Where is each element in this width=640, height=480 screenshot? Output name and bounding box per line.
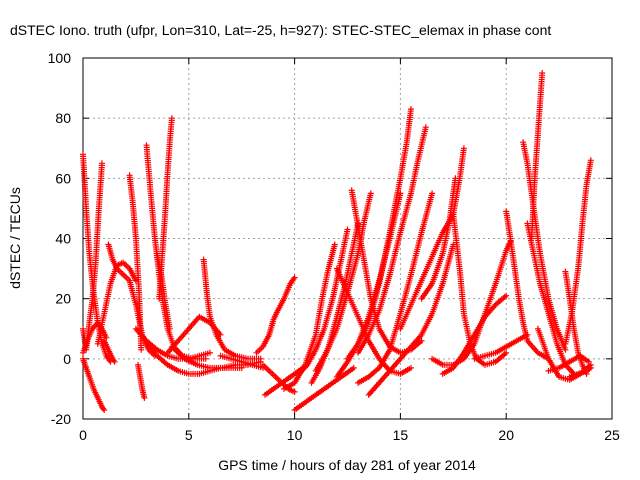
data-point-markers <box>397 145 467 332</box>
y-tick-label: -20 <box>51 411 71 427</box>
data-point-markers <box>126 172 145 353</box>
series-37 <box>439 292 510 377</box>
data-point-markers <box>217 352 266 371</box>
y-tick-label: 0 <box>63 351 71 367</box>
series-32 <box>365 241 457 398</box>
data-point-markers <box>80 355 108 413</box>
data-point-markers <box>566 364 594 380</box>
y-tick-label: 40 <box>55 231 71 247</box>
x-tick-label: 0 <box>79 427 87 443</box>
data-point-markers <box>503 208 552 362</box>
series-8 <box>135 361 148 401</box>
data-point-markers <box>562 157 594 347</box>
data-point-markers <box>333 265 414 377</box>
data-point-markers <box>524 220 577 377</box>
x-tick-label: 20 <box>498 427 514 443</box>
series-21 <box>291 364 357 413</box>
data-point-markers <box>418 175 459 302</box>
y-tick-label: 20 <box>55 291 71 307</box>
series-39 <box>503 208 552 362</box>
series-6 <box>101 337 118 365</box>
x-tick-label: 25 <box>604 427 620 443</box>
data-point-markers <box>355 190 436 386</box>
series-16 <box>200 256 264 362</box>
chart-title: dSTEC Iono. truth (ufpr, Lon=310, Lat=-2… <box>10 22 551 38</box>
series-34 <box>418 175 459 302</box>
series-28 <box>355 124 429 356</box>
y-tick-label: 60 <box>55 170 71 186</box>
data-point-markers <box>135 361 148 401</box>
series-29 <box>355 190 436 386</box>
data-point-markers <box>291 364 357 413</box>
series-31 <box>348 187 425 356</box>
series-41 <box>528 70 546 242</box>
series-35 <box>450 211 510 368</box>
data-point-markers <box>450 211 510 368</box>
x-tick-label: 5 <box>185 427 193 443</box>
series-17 <box>217 352 266 371</box>
y-tick-label: 80 <box>55 110 71 126</box>
data-point-markers <box>520 139 569 353</box>
series-40 <box>520 139 569 353</box>
data-point-markers <box>253 274 298 356</box>
data-marks <box>80 70 594 413</box>
y-tick-label: 100 <box>48 50 72 66</box>
series-42 <box>524 220 577 377</box>
x-tick-label: 10 <box>287 427 303 443</box>
series-38 <box>471 331 531 362</box>
axis-ticks: 0 5 10 15 20 25 -20 0 20 40 60 80 100 <box>48 50 620 443</box>
series-33 <box>397 145 467 332</box>
data-point-markers <box>471 331 531 362</box>
data-point-markers <box>168 343 264 371</box>
series-47 <box>566 364 594 380</box>
data-point-markers <box>101 337 118 365</box>
data-point-markers <box>528 70 546 242</box>
data-point-markers <box>348 187 425 356</box>
series-7 <box>126 172 145 353</box>
data-point-markers <box>200 256 264 362</box>
data-point-markers <box>143 142 209 362</box>
series-30 <box>333 265 414 377</box>
series-18 <box>253 274 298 356</box>
x-tick-label: 15 <box>393 427 409 443</box>
data-point-markers <box>295 226 351 377</box>
data-point-markers <box>156 115 175 302</box>
data-point-markers <box>439 292 510 377</box>
series-11 <box>156 115 175 302</box>
series-46 <box>562 157 594 347</box>
series-15 <box>168 343 264 371</box>
series-1 <box>80 355 108 413</box>
x-axis-label: GPS time / hours of day 281 of year 2014 <box>218 457 476 473</box>
series-9 <box>143 142 209 362</box>
data-point-markers <box>355 124 429 356</box>
data-point-markers <box>365 241 457 398</box>
series-23 <box>295 226 351 377</box>
y-axis-label: dSTEC / TECUs <box>7 187 23 289</box>
